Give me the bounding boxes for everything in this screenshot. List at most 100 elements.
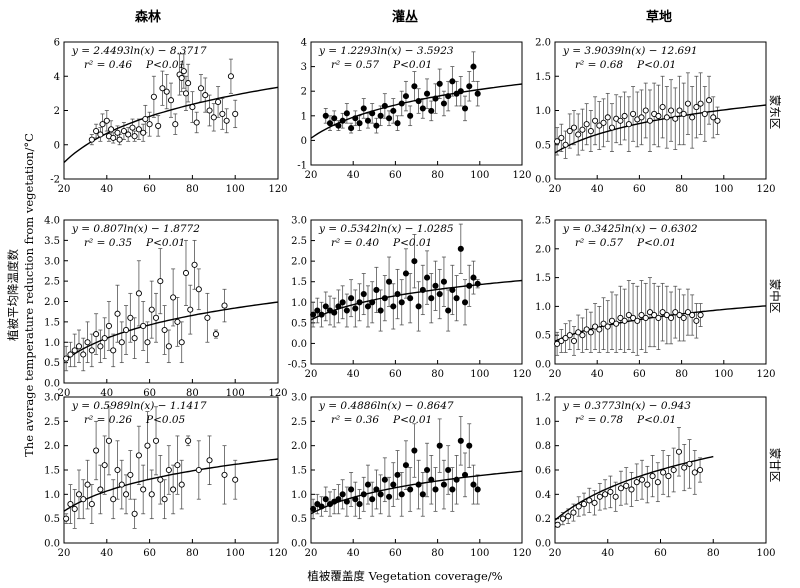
data-point [386,493,393,500]
data-point [654,479,661,486]
data-point [120,127,127,135]
data-point [596,122,603,129]
panel-5: 20 40 60 80 100 120 -0.5 0.0 0.5 1.0 1.5 2.0 2.5 3.0 y… [288,216,532,381]
data-point [415,481,422,488]
data-point [146,121,153,128]
data-point [689,114,696,121]
data-point [440,481,447,488]
data-point [676,311,683,319]
data-point [364,117,372,124]
data-point [356,120,363,127]
data-point [436,442,443,449]
data-point [428,476,435,483]
r-squared: r² = 0.57 [575,237,623,249]
data-point [227,73,234,80]
data-point [407,486,414,493]
data-point [80,496,87,503]
data-point [660,469,667,476]
data-point [159,85,166,92]
y-axis-label-en: The average temperature reduction from v… [22,133,36,457]
data-point [105,437,112,444]
data-point [339,117,346,124]
data-point [436,291,443,298]
data-point [204,314,211,321]
data-point [623,482,630,489]
data-point [386,278,393,285]
data-point [390,107,397,114]
data-point [449,78,456,85]
data-point [394,120,401,127]
p-value: P<0.05 [145,414,186,426]
x-tick-label: 20 [549,184,562,195]
panel-2: 20 40 60 80 100 120 -1 0 1 2 3 4 y = 1.2293ln(x) − 3… [297,38,531,182]
x-tick-label: 100 [756,548,775,559]
data-point [93,331,100,338]
p-value: P<0.01 [636,414,676,426]
y-tick-label: 1.0 [291,298,307,309]
data-point [110,496,117,503]
data-point [665,473,672,480]
x-tick-label: 20 [58,388,71,399]
p-value: P<0.01 [392,59,432,71]
data-point [579,126,586,133]
data-point [352,496,359,503]
data-point [88,136,95,143]
column-title-forest: 森林 [135,9,161,25]
data-point [558,337,565,345]
y-tick-label: 1.5 [44,466,60,477]
data-point [600,119,607,126]
data-point [566,127,573,135]
x-tick-label: 120 [756,369,775,380]
y-tick-label: 2.0 [291,441,307,452]
data-point [591,499,598,506]
panel-8: 20 40 60 80 100 120 0.0 0.5 1.0 1.5 2.0 2.5 3.0 y = 0… [291,393,531,560]
panel-9: 20 40 60 80 100 0.0 0.2 0.4 0.6 0.8 1.0 1.2 y = 0.37… [535,393,775,560]
y-tick-label: 0.0 [291,339,307,350]
data-point [155,122,162,129]
data-point [343,498,350,505]
fit-equation: y = 3.9039ln(x) − 12.691 [562,45,698,57]
data-point [607,488,614,495]
x-tick-label: 100 [226,388,245,399]
y-tick-label: 4 [54,72,60,83]
data-point [178,74,185,82]
data-point [461,105,469,112]
y-tick-label: 1.5 [44,317,60,328]
fit-equation: y = 0.4886ln(x) − 0.8647 [318,400,454,412]
data-point [144,442,151,449]
data-point [432,95,439,102]
y-tick-label: 2.0 [291,257,307,268]
data-point [449,286,456,293]
r-squared: r² = 0.26 [84,414,132,426]
data-point [583,121,590,128]
x-tick-label: 80 [675,369,688,380]
r-squared: r² = 0.57 [331,59,379,71]
r-squared: r² = 0.78 [575,414,623,426]
data-point [634,317,641,324]
data-point [185,80,192,87]
x-tick-label: 20 [305,548,318,559]
data-point [638,114,645,121]
data-point [394,291,401,298]
data-point [125,131,132,138]
x-tick-label: 60 [633,369,646,380]
x-tick-label: 60 [633,184,646,195]
data-point [322,496,329,503]
y-tick-label: 0.0 [44,379,60,390]
data-point [108,126,115,133]
data-point [587,127,594,135]
data-point [596,326,603,333]
data-point [114,310,121,317]
x-tick-label: 40 [347,548,360,559]
data-point [335,303,342,310]
data-point [343,307,350,314]
data-point [318,311,325,318]
data-point [633,479,640,486]
data-point [625,121,632,128]
data-point [684,100,691,107]
data-point [617,117,624,124]
fit-equation: y = 0.807ln(x) − 1.8772 [71,223,200,235]
data-point [369,299,376,306]
data-point [118,339,125,346]
